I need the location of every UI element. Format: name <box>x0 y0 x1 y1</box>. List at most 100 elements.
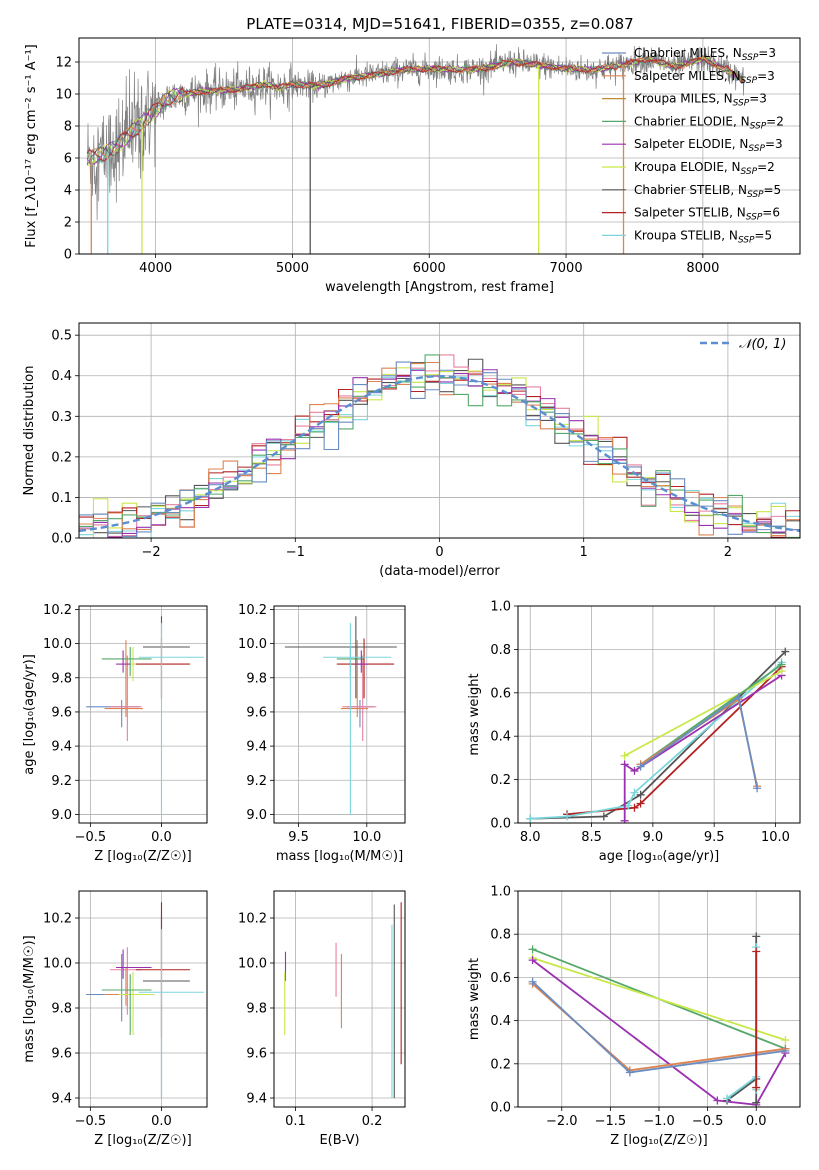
x-tick-label: 7000 <box>550 261 583 276</box>
legend-entry: Kroupa MILES, NSSP=3 <box>634 92 767 109</box>
x-tick-label: 0.0 <box>746 1114 767 1129</box>
spectrum-lines <box>86 44 745 254</box>
normal-curve <box>79 374 800 533</box>
weight-point <box>636 799 645 808</box>
legend-entry: Kroupa ELODIE, NSSP=2 <box>634 160 775 177</box>
x-tick-label: 8.5 <box>581 830 602 845</box>
weight-point <box>528 977 537 986</box>
weight-line-yellow <box>532 957 786 1041</box>
y-tick-label: 10.0 <box>43 637 72 652</box>
y-tick-label: 0.6 <box>490 686 511 701</box>
y-tick-label: 2 <box>64 216 72 231</box>
histogram-lines <box>79 354 800 538</box>
weight-point <box>630 803 639 812</box>
axes-frame <box>78 890 208 1108</box>
legend-entry: Chabrier STELIB, NSSP=5 <box>634 183 781 200</box>
x-tick-label: 2 <box>724 545 732 560</box>
weight-line-darkgray <box>726 936 758 1103</box>
y-axis-label: mass weight <box>467 673 482 755</box>
y-tick-label: 10.0 <box>238 957 267 972</box>
y-tick-label: 9.2 <box>51 774 72 789</box>
x-tick-label: 9.5 <box>704 830 725 845</box>
residual-hist-green <box>79 354 800 538</box>
y-tick-label: 0.1 <box>51 491 72 506</box>
weight-line-blue <box>640 695 758 789</box>
y-axis-label: age [log₁₀(age/yr)] <box>22 654 37 775</box>
weight-point <box>526 814 535 823</box>
y-tick-label: 0.8 <box>490 643 511 658</box>
x-tick-label: −0.5 <box>75 1114 107 1129</box>
y-tick-label: 9.4 <box>51 1092 72 1107</box>
y-tick-label: 9.4 <box>246 1092 267 1107</box>
weight-point <box>752 932 761 941</box>
x-tick-label: 9.0 <box>643 830 664 845</box>
x-tick-label: −0.5 <box>75 830 107 845</box>
grid <box>79 891 207 1107</box>
x-tick-label: 0 <box>435 545 443 560</box>
y-tick-label: 0.8 <box>490 928 511 943</box>
y-tick-label: 0 <box>64 248 72 263</box>
age-vs-mass-panel: 9.5 10.0 9.0 9.2 9.4 9.6 9.8 10.0 10.2 mass [log₁… <box>238 603 406 864</box>
age-vs-Z-panel: −0.5 0.0 9.0 9.2 9.4 9.6 9.8 10.0 10.2 Z [log₁₀(Z… <box>22 603 208 864</box>
y-tick-label: 0.0 <box>490 817 511 832</box>
x-tick-label: 0.0 <box>151 830 172 845</box>
weight-point <box>781 1046 790 1055</box>
y-tick-label: 9.6 <box>51 1047 72 1062</box>
y-tick-label: 9.4 <box>246 740 267 755</box>
grid <box>274 606 405 823</box>
weight-point <box>636 762 645 771</box>
weight-lines <box>526 647 790 823</box>
errorbars <box>86 902 205 1098</box>
y-tick-label: 10.2 <box>238 912 267 927</box>
legend-entry: Salpeter MILES, NSSP=3 <box>634 69 775 86</box>
x-tick-label: 9.5 <box>288 830 309 845</box>
x-tick-label: −2.0 <box>546 1114 578 1129</box>
x-tick-label: 10.0 <box>761 830 790 845</box>
weight-point <box>620 760 629 769</box>
y-tick-label: 0.4 <box>490 730 511 745</box>
x-axis-label: Z [log₁₀(Z/Z☉)] <box>610 1133 707 1148</box>
x-tick-label: −1.5 <box>595 1114 627 1129</box>
weight-line-cyan <box>530 661 783 820</box>
y-tick-label: 10.0 <box>238 637 267 652</box>
axes-frame <box>273 605 406 824</box>
weight-point <box>781 647 790 656</box>
y-tick-label: 1.0 <box>490 885 511 900</box>
weight-point <box>630 766 639 775</box>
y-tick-label: 0.4 <box>490 1014 511 1029</box>
y-tick-label: 0.2 <box>51 450 72 465</box>
weight-point <box>752 1098 761 1107</box>
weight-point <box>620 816 629 823</box>
weight-point <box>636 790 645 799</box>
y-tick-label: 0.6 <box>490 971 511 986</box>
spectrum-panel: 4000 5000 6000 7000 8000 0 2 4 6 8 10 12 wavelength … <box>24 37 801 295</box>
legend-entry: Chabrier MILES, NSSP=3 <box>634 46 776 63</box>
weight-point <box>599 812 608 821</box>
y-tick-label: 9.6 <box>51 705 72 720</box>
x-tick-label: 6000 <box>413 261 446 276</box>
axes-frame <box>273 890 406 1108</box>
y-tick-label: 9.6 <box>246 1047 267 1062</box>
weight-vs-Z-panel: −2.0 −1.5 −1.0 −0.5 0.0 0.0 0.2 0.4 0.6 0.8 1.0 Z [… <box>467 885 801 1148</box>
weight-point <box>752 1083 761 1092</box>
x-tick-label: 0.0 <box>151 1114 172 1129</box>
x-axis-label: (data-model)/error <box>379 564 500 579</box>
y-tick-label: 0.0 <box>490 1101 511 1116</box>
y-axis-label: mass weight <box>467 958 482 1040</box>
legend-entry: Kroupa STELIB, NSSP=5 <box>634 228 772 245</box>
x-tick-label: 1 <box>580 545 588 560</box>
x-tick-label: 8.0 <box>520 830 541 845</box>
x-axis-label: wavelength [Angstrom, rest frame] <box>325 280 554 295</box>
x-axis-label: Z [log₁₀(Z/Z☉)] <box>94 1133 191 1148</box>
y-tick-label: 9.2 <box>246 774 267 789</box>
grid <box>79 606 207 823</box>
grid <box>518 605 800 824</box>
grid <box>274 891 405 1107</box>
y-tick-label: 10.2 <box>238 603 267 618</box>
y-tick-label: 6 <box>64 152 72 167</box>
residuals-panel: −2 −1 0 1 2 0.0 0.1 0.2 0.3 0.4 0.5 (data-model)/er… <box>22 322 801 579</box>
weight-point <box>563 812 572 821</box>
x-axis-label: age [log₁₀(age/yr)] <box>599 849 720 864</box>
axes-frame <box>517 890 801 1108</box>
